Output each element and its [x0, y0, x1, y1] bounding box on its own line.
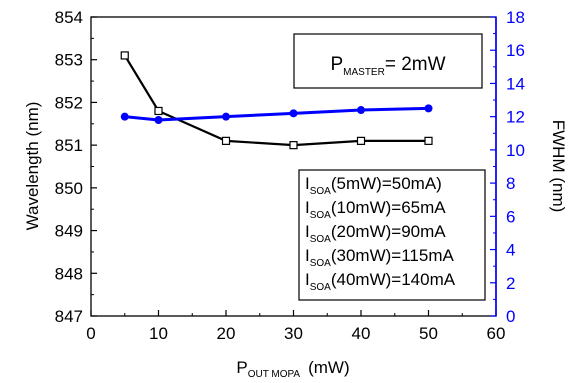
y-right-tick-label: 4	[506, 241, 515, 260]
y-left-axis-title: Wavelength (nm)	[23, 102, 42, 231]
y-left-tick-label: 852	[55, 93, 83, 112]
master-power-box	[293, 33, 483, 89]
y-left-tick-label: 850	[55, 179, 83, 198]
y-left-tick-label: 851	[55, 136, 83, 155]
x-axis-title-main: P	[236, 358, 247, 377]
fwhm-point	[154, 115, 163, 124]
x-tick-label: 60	[487, 324, 506, 343]
y-left-tick-label: 849	[55, 222, 83, 241]
fwhm-point	[289, 109, 298, 118]
master-power-sub: MASTER	[343, 67, 385, 78]
x-axis-title-sub: OUT MOPA	[248, 369, 301, 380]
series-layer	[120, 51, 433, 150]
wavelength-point	[289, 141, 298, 150]
soa-current-line: ISOA(30mW)=115mA	[305, 246, 454, 269]
x-tick-label: 30	[284, 324, 303, 343]
soa-current-box	[298, 169, 486, 301]
fwhm-point	[120, 112, 129, 121]
soa-current-lines: ISOA(5mW)=50mA)ISOA(10mW)=65mAISOA(20mW)…	[305, 174, 456, 293]
y-left-tick-label: 853	[55, 51, 83, 70]
x-axis-ticks: 0 10 20 30 40 50 60	[86, 310, 505, 343]
y-right-tick-label: 10	[506, 141, 525, 160]
wavelength-point	[356, 136, 366, 145]
fwhm-point	[222, 112, 230, 121]
soa-current-line: ISOA(5mW)=50mA)	[305, 174, 442, 197]
master-power-label: PMASTER= 2mW	[330, 54, 445, 78]
y-right-tick-label: 16	[506, 41, 525, 60]
series-line-wavelength	[123, 54, 429, 147]
soa-current-line: ISOA(20mW)=90mA	[305, 222, 446, 245]
x-tick-label: 10	[149, 324, 168, 343]
soa-current-line: ISOA(40mW)=140mA	[305, 270, 456, 293]
y-right-tick-label: 8	[506, 174, 515, 193]
fwhm-point	[357, 106, 365, 115]
x-axis-title: POUT MOPA (mW)	[236, 358, 349, 380]
master-power-rest: = 2mW	[385, 54, 446, 75]
x-tick-label: 40	[352, 324, 371, 343]
left-axis-ticks: 847 848 849 850 851 852 853 854	[55, 8, 97, 326]
y-left-tick-label: 854	[55, 8, 83, 27]
y-left-tick-label: 847	[55, 307, 83, 326]
y-right-tick-label: 0	[506, 307, 515, 326]
y-right-axis-title: FWHM (nm)	[549, 120, 568, 213]
wavelength-point	[221, 136, 231, 145]
wavelength-point	[120, 51, 129, 60]
y-right-tick-label: 14	[506, 74, 525, 93]
y-right-tick-label: 2	[506, 274, 515, 293]
fwhm-point	[424, 104, 433, 113]
soa-current-line: ISOA(10mW)=65mA	[305, 198, 446, 221]
y-right-tick-label: 6	[506, 207, 515, 226]
y-right-tick-label: 18	[506, 8, 525, 27]
x-tick-label: 0	[86, 324, 95, 343]
series-line-fwhm	[124, 106, 429, 122]
master-power-main: P	[330, 54, 343, 75]
y-right-tick-label: 12	[506, 108, 525, 127]
y-left-tick-label: 848	[55, 264, 83, 283]
right-axis-ticks: 0 2 4 6 8 10 12 14 16 18	[490, 8, 525, 326]
x-tick-label: 20	[217, 324, 236, 343]
wavelength-point	[424, 136, 433, 145]
wavelength-point	[154, 106, 163, 116]
x-tick-label: 50	[419, 324, 438, 343]
x-axis-title-unit: (mW)	[308, 358, 350, 377]
